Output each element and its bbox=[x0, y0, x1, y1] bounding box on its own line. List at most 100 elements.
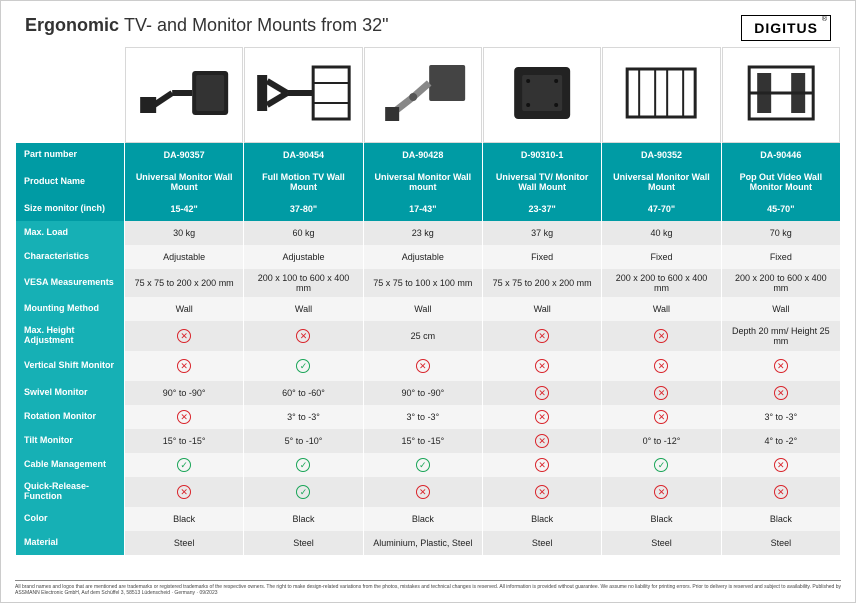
cell-value: 75 x 75 to 200 x 200 mm bbox=[483, 269, 601, 297]
table-row: Vertical Shift Monitor✕✓✕✕✕✕ bbox=[16, 351, 840, 381]
cell-value: 75 x 75 to 200 x 200 mm bbox=[125, 269, 243, 297]
cell-value: ✓ bbox=[244, 477, 362, 507]
product-image-1 bbox=[125, 47, 243, 143]
cell-value: Fixed bbox=[602, 245, 720, 269]
cell-value: 23-37" bbox=[483, 197, 601, 221]
row-label: Part number bbox=[16, 143, 124, 167]
cross-icon: ✕ bbox=[774, 386, 788, 400]
table-row: Size monitor (inch)15-42"37-80"17-43"23-… bbox=[16, 197, 840, 221]
cross-icon: ✕ bbox=[654, 410, 668, 424]
cell-value: Full Motion TV Wall Mount bbox=[244, 167, 362, 197]
table-row: VESA Measurements75 x 75 to 200 x 200 mm… bbox=[16, 269, 840, 297]
cross-icon: ✕ bbox=[535, 434, 549, 448]
row-label: Tilt Monitor bbox=[16, 429, 124, 453]
cell-value: ✕ bbox=[364, 351, 482, 381]
table-row: Quick-Release-Function✕✓✕✕✕✕ bbox=[16, 477, 840, 507]
cell-value: ✕ bbox=[602, 477, 720, 507]
table-row: Swivel Monitor90° to -90°60° to -60°90° … bbox=[16, 381, 840, 405]
title-light: TV- and Monitor Mounts from 32" bbox=[124, 15, 389, 35]
image-row bbox=[16, 47, 840, 143]
cell-value: 75 x 75 to 100 x 100 mm bbox=[364, 269, 482, 297]
cell-value: 60 kg bbox=[244, 221, 362, 245]
cell-value: 23 kg bbox=[364, 221, 482, 245]
row-label: Color bbox=[16, 507, 124, 531]
cross-icon: ✕ bbox=[177, 410, 191, 424]
cell-value: ✕ bbox=[125, 321, 243, 351]
product-image-2 bbox=[244, 47, 362, 143]
row-label: Size monitor (inch) bbox=[16, 197, 124, 221]
mount-icon bbox=[727, 53, 835, 133]
cell-value: ✕ bbox=[483, 381, 601, 405]
cell-value: ✕ bbox=[125, 405, 243, 429]
row-label: VESA Measurements bbox=[16, 269, 124, 297]
product-image-3 bbox=[364, 47, 482, 143]
cell-value: ✕ bbox=[722, 477, 840, 507]
cross-icon: ✕ bbox=[535, 410, 549, 424]
cell-value: D-90310-1 bbox=[483, 143, 601, 167]
cell-value: 60° to -60° bbox=[244, 381, 362, 405]
cell-value: DA-90357 bbox=[125, 143, 243, 167]
cross-icon: ✕ bbox=[654, 329, 668, 343]
cell-value: 70 kg bbox=[722, 221, 840, 245]
cross-icon: ✕ bbox=[416, 485, 430, 499]
row-label: Product Name bbox=[16, 167, 124, 197]
footer-disclaimer: All brand names and logos that are menti… bbox=[15, 580, 841, 596]
product-image-5 bbox=[602, 47, 720, 143]
row-label: Quick-Release-Function bbox=[16, 477, 124, 507]
check-icon: ✓ bbox=[296, 359, 310, 373]
cross-icon: ✕ bbox=[535, 386, 549, 400]
check-icon: ✓ bbox=[296, 485, 310, 499]
cell-value: ✕ bbox=[602, 321, 720, 351]
cross-icon: ✕ bbox=[535, 329, 549, 343]
cell-value: ✕ bbox=[125, 351, 243, 381]
cell-value: ✕ bbox=[483, 405, 601, 429]
cell-value: Black bbox=[364, 507, 482, 531]
cell-value: 5° to -10° bbox=[244, 429, 362, 453]
row-label: Rotation Monitor bbox=[16, 405, 124, 429]
cell-value: 47-70" bbox=[602, 197, 720, 221]
table-row: Mounting MethodWallWallWallWallWallWall bbox=[16, 297, 840, 321]
cell-value: 4° to -2° bbox=[722, 429, 840, 453]
comparison-table-wrap: Part numberDA-90357DA-90454DA-90428D-903… bbox=[1, 47, 855, 555]
cell-value: 37-80" bbox=[244, 197, 362, 221]
cell-value: Adjustable bbox=[364, 245, 482, 269]
title-bold: Ergonomic bbox=[25, 15, 119, 35]
table-row: Max. Load30 kg60 kg23 kg37 kg40 kg70 kg bbox=[16, 221, 840, 245]
cell-value: 0° to -12° bbox=[602, 429, 720, 453]
row-label: Vertical Shift Monitor bbox=[16, 351, 124, 381]
cell-value: DA-90428 bbox=[364, 143, 482, 167]
table-row: Part numberDA-90357DA-90454DA-90428D-903… bbox=[16, 143, 840, 167]
mount-icon bbox=[249, 53, 357, 133]
cell-value: ✕ bbox=[364, 477, 482, 507]
cell-value: Steel bbox=[602, 531, 720, 555]
cell-value: ✕ bbox=[483, 477, 601, 507]
cell-value: 15° to -15° bbox=[364, 429, 482, 453]
cross-icon: ✕ bbox=[535, 359, 549, 373]
cross-icon: ✕ bbox=[535, 458, 549, 472]
cross-icon: ✕ bbox=[654, 386, 668, 400]
check-icon: ✓ bbox=[296, 458, 310, 472]
cell-value: 45-70" bbox=[722, 197, 840, 221]
cell-value: Pop Out Video Wall Monitor Mount bbox=[722, 167, 840, 197]
cross-icon: ✕ bbox=[296, 329, 310, 343]
cell-value: ✓ bbox=[244, 453, 362, 477]
cell-value: DA-90446 bbox=[722, 143, 840, 167]
cell-value: ✕ bbox=[244, 321, 362, 351]
cell-value: Adjustable bbox=[125, 245, 243, 269]
page-title: Ergonomic TV- and Monitor Mounts from 32… bbox=[25, 15, 389, 36]
table-row: ColorBlackBlackBlackBlackBlackBlack bbox=[16, 507, 840, 531]
cell-value: ✓ bbox=[125, 453, 243, 477]
cell-value: DA-90352 bbox=[602, 143, 720, 167]
cross-icon: ✕ bbox=[654, 485, 668, 499]
cell-value: 200 x 200 to 600 x 400 mm bbox=[602, 269, 720, 297]
cell-value: 3° to -3° bbox=[722, 405, 840, 429]
cell-value: Adjustable bbox=[244, 245, 362, 269]
cell-value: Black bbox=[722, 507, 840, 531]
table-row: Max. Height Adjustment✕✕25 cm✕✕Depth 20 … bbox=[16, 321, 840, 351]
cell-value: ✕ bbox=[602, 381, 720, 405]
mount-icon bbox=[607, 53, 715, 133]
cell-value: Universal TV/ Monitor Wall Mount bbox=[483, 167, 601, 197]
cell-value: ✕ bbox=[722, 381, 840, 405]
product-image-4 bbox=[483, 47, 601, 143]
row-label: Mounting Method bbox=[16, 297, 124, 321]
